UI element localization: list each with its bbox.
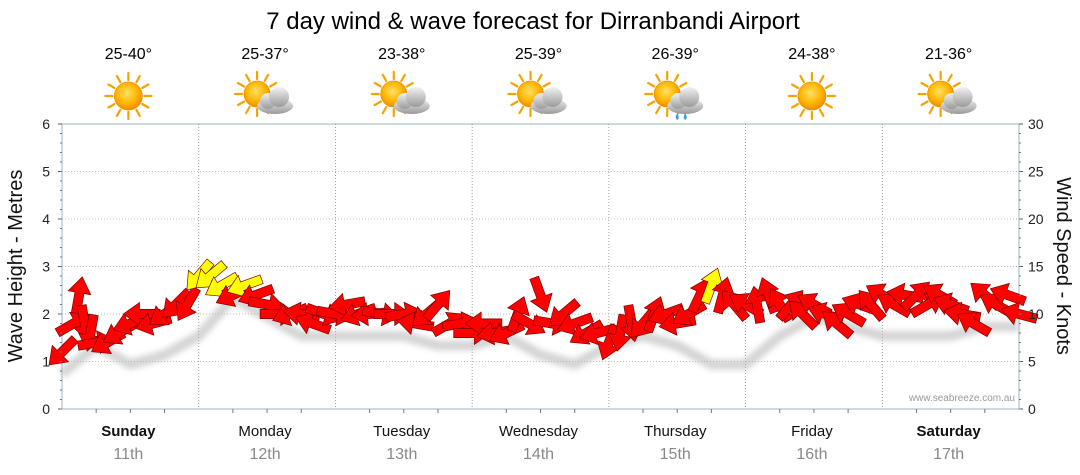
day-date-label: 17th bbox=[933, 446, 964, 463]
day-temperature: 25-40° bbox=[105, 46, 152, 63]
partly-cloudy-icon bbox=[370, 70, 430, 118]
left-tick-label: 1 bbox=[42, 354, 50, 370]
left-tick-label: 3 bbox=[42, 259, 50, 275]
right-tick-label: 5 bbox=[1028, 354, 1036, 370]
day-date-label: 12th bbox=[250, 446, 281, 463]
day-date-label: 16th bbox=[796, 446, 827, 463]
day-date-label: 11th bbox=[113, 446, 143, 463]
wind-arrow bbox=[529, 275, 553, 313]
wind-arrow bbox=[67, 276, 92, 315]
day-name-label: Saturday bbox=[917, 423, 982, 440]
day-name-label: Tuesday bbox=[373, 423, 430, 440]
day-name-label: Monday bbox=[238, 423, 292, 440]
chart-title: 7 day wind & wave forecast for Dirranban… bbox=[266, 8, 800, 35]
left-tick-label: 5 bbox=[42, 164, 50, 180]
day-temperature: 25-39° bbox=[515, 46, 562, 63]
right-tick-label: 30 bbox=[1028, 116, 1044, 132]
day-axis-labels: Sunday 11th Monday 12th Tuesday 13th Wednesday… bbox=[101, 423, 981, 463]
wind-arrow bbox=[48, 335, 79, 366]
left-axis-ticks: 0 1 2 3 4 5 6 bbox=[42, 116, 62, 417]
right-tick-label: 10 bbox=[1028, 306, 1044, 322]
day-name-label: Sunday bbox=[101, 423, 156, 440]
daily-forecast-row: 25-40° 25-37° 23-38° 25-39° 26-39° 24-38° 21-3… bbox=[104, 46, 977, 121]
left-tick-label: 2 bbox=[42, 306, 50, 322]
wind-arrows bbox=[48, 258, 1039, 366]
left-axis-label: Wave Height - Metres bbox=[5, 170, 27, 363]
day-name-label: Wednesday bbox=[499, 423, 578, 440]
day-temperature: 21-36° bbox=[925, 46, 972, 63]
day-date-label: 13th bbox=[386, 446, 417, 463]
wind-arrow bbox=[422, 289, 451, 323]
partly-cloudy-icon bbox=[233, 70, 294, 118]
left-tick-label: 0 bbox=[42, 401, 50, 417]
wind-arrow bbox=[956, 311, 993, 338]
wind-arrow bbox=[175, 285, 201, 321]
partly-cloudy-icon bbox=[507, 70, 567, 118]
sunny-icon bbox=[104, 71, 153, 121]
showers-icon bbox=[644, 70, 704, 120]
right-tick-label: 0 bbox=[1028, 401, 1036, 417]
sunny-icon bbox=[787, 71, 837, 121]
day-temperature: 26-39° bbox=[652, 46, 699, 63]
day-temperature: 23-38° bbox=[378, 46, 425, 63]
wind-shadow bbox=[58, 293, 1019, 378]
left-tick-label: 6 bbox=[42, 116, 50, 132]
day-name-label: Thursday bbox=[644, 423, 707, 440]
day-temperature: 24-38° bbox=[788, 46, 835, 63]
partly-cloudy-icon bbox=[917, 70, 977, 118]
right-tick-label: 25 bbox=[1028, 164, 1044, 180]
right-axis-label: Wind Speed - Knots bbox=[1052, 177, 1074, 355]
watermark: www.seabreeze.com.au bbox=[908, 393, 1015, 404]
wind-arrow bbox=[1000, 301, 1039, 326]
day-date-label: 15th bbox=[660, 446, 691, 463]
wind-arrow bbox=[989, 282, 1027, 307]
left-tick-label: 4 bbox=[42, 211, 50, 227]
day-name-label: Friday bbox=[791, 423, 833, 440]
right-axis-ticks: 0 5 10 15 20 25 30 bbox=[1019, 116, 1044, 417]
right-tick-label: 20 bbox=[1028, 211, 1044, 227]
right-tick-label: 15 bbox=[1028, 259, 1044, 275]
day-temperature: 25-37° bbox=[241, 46, 288, 63]
day-date-label: 14th bbox=[523, 446, 554, 463]
wind-shadow-line bbox=[58, 293, 1019, 378]
